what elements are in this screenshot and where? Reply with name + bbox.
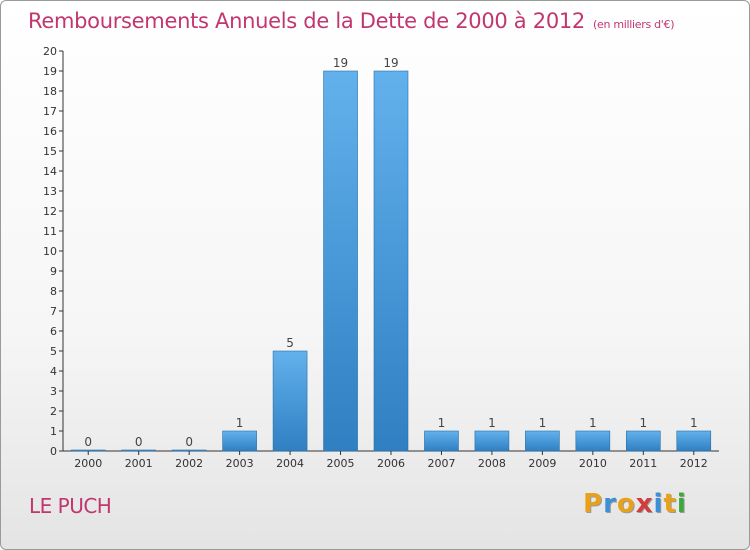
x-tick-label: 2009 — [528, 457, 556, 470]
bar — [272, 350, 308, 452]
bar-value-label: 1 — [438, 416, 446, 430]
x-tick-label: 2006 — [377, 457, 405, 470]
bar — [424, 430, 459, 452]
x-tick-label: 2003 — [226, 457, 254, 470]
y-tick-label: 13 — [43, 185, 57, 198]
x-tick-label: 2002 — [175, 457, 203, 470]
y-tick-label: 5 — [50, 345, 57, 358]
commune-name: LE PUCH — [29, 494, 112, 518]
bar — [474, 430, 510, 452]
x-tick-label: 2010 — [579, 457, 607, 470]
y-tick-label: 19 — [43, 65, 57, 78]
logo-letter: P — [583, 489, 604, 519]
logo-letter: t — [663, 489, 677, 519]
bar — [121, 449, 156, 452]
y-tick-label: 14 — [43, 165, 57, 178]
y-tick-label: 10 — [43, 245, 57, 258]
x-tick-label: 2011 — [629, 457, 657, 470]
bar — [323, 70, 358, 452]
x-tick-label: 2001 — [125, 457, 153, 470]
bar-value-label: 19 — [333, 56, 348, 70]
y-tick-label: 1 — [50, 425, 57, 438]
bar — [373, 70, 409, 452]
bar-value-label: 0 — [135, 435, 143, 449]
x-tick-label: 2007 — [427, 457, 455, 470]
x-tick-label: 2008 — [478, 457, 506, 470]
y-tick-label: 9 — [50, 265, 57, 278]
y-tick-label: 20 — [43, 45, 57, 58]
logo-letter: i — [653, 489, 664, 519]
bar — [70, 449, 106, 452]
bar — [171, 449, 207, 452]
y-tick-label: 4 — [50, 365, 57, 378]
y-tick-label: 11 — [43, 225, 57, 238]
unit-text: (en milliers d'€) — [593, 18, 675, 31]
y-tick-label: 2 — [50, 405, 57, 418]
y-tick-label: 7 — [50, 305, 57, 318]
x-tick-label: 2000 — [74, 457, 102, 470]
y-tick-label: 17 — [43, 105, 57, 118]
y-tick-label: 0 — [50, 445, 57, 458]
bar — [222, 430, 257, 452]
proxiti-logo: Proxiti — [583, 489, 687, 519]
bar — [676, 430, 712, 452]
logo-letter: i — [676, 489, 687, 519]
bar-value-label: 1 — [488, 416, 496, 430]
y-tick-label: 18 — [43, 85, 57, 98]
y-tick-label: 6 — [50, 325, 57, 338]
logo-letter: o — [616, 489, 636, 519]
logo-letter: r — [603, 489, 617, 519]
x-tick-label: 2005 — [327, 457, 355, 470]
bar — [525, 430, 560, 452]
chart-title: Remboursements Annuels de la Dette de 20… — [28, 9, 674, 33]
y-tick-label: 8 — [50, 285, 57, 298]
logo-letter: x — [635, 489, 654, 519]
y-tick-label: 3 — [50, 385, 57, 398]
bar-value-label: 0 — [84, 435, 92, 449]
x-tick-label: 2004 — [276, 457, 304, 470]
bar-value-label: 1 — [539, 416, 547, 430]
bar — [575, 430, 611, 452]
y-tick-label: 15 — [43, 145, 57, 158]
bar-value-label: 1 — [236, 416, 244, 430]
x-tick-label: 2012 — [680, 457, 708, 470]
bar-value-label: 5 — [286, 336, 294, 350]
y-tick-label: 16 — [43, 125, 57, 138]
title-text: Remboursements Annuels de la Dette de 20… — [28, 9, 585, 33]
bar — [626, 430, 661, 452]
bar-value-label: 1 — [589, 416, 597, 430]
bar-value-label: 19 — [383, 56, 398, 70]
bar-value-label: 0 — [185, 435, 193, 449]
y-tick-label: 12 — [43, 205, 57, 218]
bar-value-label: 1 — [690, 416, 698, 430]
bar-value-label: 1 — [639, 416, 647, 430]
